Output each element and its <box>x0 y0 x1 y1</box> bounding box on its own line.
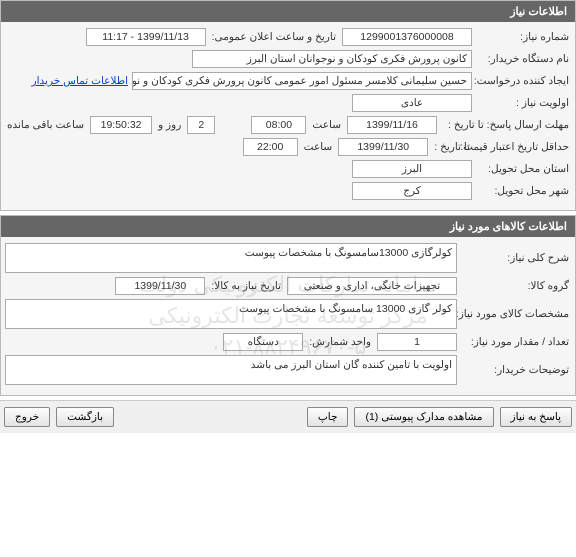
unit-field: دستگاه <box>223 333 303 351</box>
section2-body: شرح کلی نیاز: کولرگازی 13000سامسونگ با م… <box>1 237 575 395</box>
priority-label: اولویت نیاز : <box>476 97 571 109</box>
credit-time-label: ساعت <box>302 141 335 153</box>
desc-label: شرح کلی نیاز: <box>461 252 571 264</box>
deadline-time-field: 08:00 <box>251 116 306 134</box>
group-field: تجهیزات خانگی، اداری و صنعتی <box>287 277 457 295</box>
qty-field: 1 <box>377 333 457 351</box>
days-field: 2 <box>187 116 215 134</box>
group-label: گروه کالا: <box>461 280 571 292</box>
goods-info-section: اطلاعات کالاهای مورد نیاز شرح کلی نیاز: … <box>0 215 576 396</box>
city-label: شهر محل تحویل: <box>476 185 571 197</box>
credit-time-field: 22:00 <box>243 138 298 156</box>
need-number-label: شماره نیاز: <box>476 31 571 43</box>
deadline-time-label: ساعت <box>310 119 343 131</box>
notes-field: اولویت با تامین کننده گان استان البرز می… <box>5 355 457 385</box>
credit-to-label: تا تاریخ : <box>432 141 472 153</box>
remaining-time-field: 19:50:32 <box>90 116 152 134</box>
spec-label: مشخصات کالای مورد نیاز: <box>461 308 571 320</box>
deadline-label: مهلت ارسال پاسخ: تا تاریخ : <box>441 119 571 131</box>
priority-field: عادی <box>352 94 472 112</box>
contact-link[interactable]: اطلاعات تماس خریدار <box>32 75 128 87</box>
days-label: روز و <box>156 119 183 131</box>
iran-date-label: تاریخ نیاز به کالا: <box>209 280 283 292</box>
spec-field: کولر گازی 13000 سامسونگ با مشخصات پیوست <box>5 299 457 329</box>
button-bar: پاسخ به نیاز مشاهده مدارک پیوستی (1) چاپ… <box>0 400 576 433</box>
respond-button[interactable]: پاسخ به نیاز <box>500 407 572 427</box>
section1-header: اطلاعات نیاز <box>1 1 575 22</box>
iran-date-field: 1399/11/30 <box>115 277 205 295</box>
announce-label: تاریخ و ساعت اعلان عمومی: <box>210 31 338 43</box>
buyer-field: کانون پرورش فکری کودکان و نوجوانان استان… <box>192 50 472 68</box>
creator-label: ایجاد کننده درخواست: <box>476 75 571 87</box>
min-credit-label: حداقل تاریخ اعتبار قیمت: <box>476 141 571 154</box>
buyer-label: نام دستگاه خریدار: <box>476 53 571 65</box>
back-button[interactable]: بازگشت <box>56 407 114 427</box>
announce-field: 1399/11/13 - 11:17 <box>86 28 206 46</box>
exit-button[interactable]: خروج <box>4 407 50 427</box>
need-number-field: 1299001376000008 <box>342 28 472 46</box>
print-button[interactable]: چاپ <box>307 407 349 427</box>
credit-date-field: 1399/11/30 <box>338 138 428 156</box>
section2-header: اطلاعات کالاهای مورد نیاز <box>1 216 575 237</box>
need-info-section: اطلاعات نیاز شماره نیاز: 129900137600000… <box>0 0 576 211</box>
section1-body: شماره نیاز: 1299001376000008 تاریخ و ساع… <box>1 22 575 210</box>
creator-field: حسین سلیمانی کلامسر مسئول امور عمومی کان… <box>132 72 472 90</box>
notes-label: توضیحات خریدار: <box>461 364 571 376</box>
desc-field: کولرگازی 13000سامسونگ با مشخصات پیوست <box>5 243 457 273</box>
deadline-date-field: 1399/11/16 <box>347 116 437 134</box>
attachments-button[interactable]: مشاهده مدارک پیوستی (1) <box>354 407 493 427</box>
city-field: کرج <box>352 182 472 200</box>
province-label: استان محل تحویل: <box>476 163 571 175</box>
qty-label: تعداد / مقدار مورد نیاز: <box>461 336 571 348</box>
province-field: البرز <box>352 160 472 178</box>
remaining-label: ساعت باقی مانده <box>5 119 86 131</box>
unit-label: واحد شمارش: <box>307 336 373 348</box>
